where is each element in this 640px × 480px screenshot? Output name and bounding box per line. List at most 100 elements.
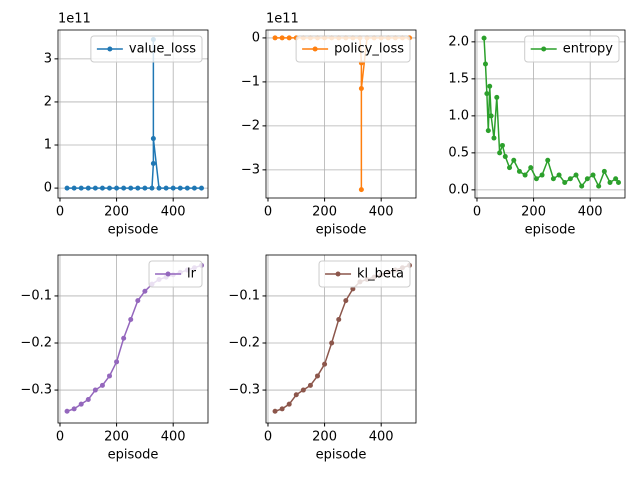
data-point xyxy=(121,335,127,341)
axes-frame xyxy=(57,29,209,199)
data-point xyxy=(350,286,356,292)
data-point xyxy=(358,187,364,193)
legend-label: policy_loss xyxy=(334,42,404,57)
subplot: 0 200 400 0 −1 −2 −3 1e11 episode policy_loss xyxy=(241,12,417,238)
y-tick-label: −0.2 xyxy=(228,336,260,351)
y-tick-label: 1.5 xyxy=(448,71,469,86)
subplot: 0 200 400 0.0 0.5 1.0 1.5 2.0 episode entropy xyxy=(448,29,626,238)
legend-label: kl_beta xyxy=(357,267,404,282)
legend: policy_loss xyxy=(295,35,411,63)
data-point xyxy=(85,396,91,402)
data-point xyxy=(114,185,120,191)
legend: lr xyxy=(148,260,203,288)
data-point xyxy=(550,176,556,182)
data-point xyxy=(293,392,299,398)
data-point xyxy=(64,408,70,414)
legend-marker xyxy=(312,46,318,52)
data-point xyxy=(78,401,84,407)
legend-box xyxy=(318,260,411,288)
data-point xyxy=(142,185,148,191)
x-tick-label: 400 xyxy=(161,430,186,445)
data-point xyxy=(78,185,84,191)
data-point xyxy=(85,185,91,191)
data-point xyxy=(507,165,513,171)
x-tick-label: 400 xyxy=(578,205,603,220)
data-point xyxy=(502,154,508,160)
data-point xyxy=(573,172,579,178)
data-point xyxy=(494,94,500,100)
data-point xyxy=(135,298,141,304)
data-point xyxy=(329,340,335,346)
data-point xyxy=(149,185,155,191)
data-point xyxy=(584,176,590,182)
data-point xyxy=(499,142,505,148)
data-point xyxy=(156,185,162,191)
data-point xyxy=(484,91,490,97)
y-tick-label: 2 xyxy=(44,94,52,109)
data-point xyxy=(497,150,503,156)
y-tick-label: 3 xyxy=(44,51,52,66)
x-axis-label: episode xyxy=(316,223,367,238)
subplot: 0 200 400 0 1 2 3 1e11 episode value_loss xyxy=(44,12,209,238)
data-point xyxy=(613,176,619,182)
data-point xyxy=(556,172,562,178)
data-point xyxy=(286,401,292,407)
legend-box xyxy=(524,35,620,63)
x-tick-label: 0 xyxy=(56,430,64,445)
legend: kl_beta xyxy=(318,260,411,288)
x-tick-label: 200 xyxy=(521,205,546,220)
data-point xyxy=(177,185,183,191)
x-axis-label: episode xyxy=(316,448,367,463)
data-point xyxy=(579,183,585,189)
data-point xyxy=(601,168,607,174)
y-tick-label: 0.5 xyxy=(448,145,469,160)
y-tick-label: 0 xyxy=(252,30,260,45)
data-point xyxy=(191,185,197,191)
data-point xyxy=(71,406,77,412)
offset-text: 1e11 xyxy=(266,12,299,27)
x-tick-label: 0 xyxy=(264,430,272,445)
data-point xyxy=(272,408,278,414)
x-axis-label: episode xyxy=(108,223,159,238)
data-point xyxy=(545,157,551,163)
legend-box xyxy=(90,35,203,63)
data-point xyxy=(272,35,278,41)
data-point xyxy=(121,185,127,191)
x-tick-label: 200 xyxy=(312,205,337,220)
data-point xyxy=(491,135,497,141)
data-point xyxy=(198,185,204,191)
data-point xyxy=(92,387,98,393)
data-point xyxy=(150,161,156,167)
x-tick-label: 200 xyxy=(104,205,129,220)
y-tick-label: −2 xyxy=(241,118,260,133)
legend: entropy xyxy=(524,35,620,63)
legend-label: value_loss xyxy=(129,42,196,57)
data-point xyxy=(336,316,342,322)
y-tick-label: −0.1 xyxy=(228,288,260,303)
x-tick-label: 0 xyxy=(264,205,272,220)
y-tick-label: 1.0 xyxy=(448,108,469,123)
data-point xyxy=(135,185,141,191)
subplot: 0 200 400 −0.1 −0.2 −0.3 episode lr xyxy=(20,254,209,463)
data-point xyxy=(533,176,539,182)
data-point xyxy=(590,172,596,178)
data-point xyxy=(488,113,494,119)
data-point xyxy=(184,185,190,191)
legend-marker xyxy=(541,46,547,52)
legend-marker xyxy=(165,271,171,277)
data-point xyxy=(142,288,148,294)
data-point xyxy=(358,85,364,91)
y-tick-label: −0.1 xyxy=(20,288,52,303)
data-point xyxy=(487,83,493,89)
data-point xyxy=(114,359,120,365)
x-tick-label: 0 xyxy=(473,205,481,220)
legend-marker xyxy=(107,46,113,52)
data-point xyxy=(567,176,573,182)
data-point xyxy=(522,172,528,178)
y-tick-label: 1 xyxy=(44,138,52,153)
x-tick-label: 200 xyxy=(312,430,337,445)
data-point xyxy=(99,382,105,388)
y-tick-label: −3 xyxy=(241,162,260,177)
data-point xyxy=(615,179,621,185)
